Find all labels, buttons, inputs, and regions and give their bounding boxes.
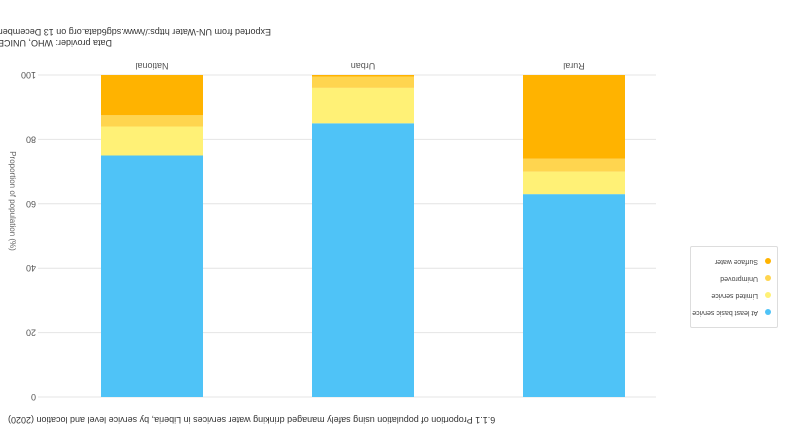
bar-segment	[523, 75, 625, 159]
legend-label: Limited service	[711, 292, 758, 299]
bar-segment	[523, 194, 625, 397]
data-provider: Data provider: WHO, UNICEF	[0, 38, 112, 48]
bar-segment	[101, 155, 203, 397]
y-tick-label: 0	[31, 392, 36, 402]
bar-segment	[101, 115, 203, 127]
category-label: Urban	[351, 61, 376, 71]
chart-legend: At least basic service Limited service Uni…	[690, 246, 778, 328]
legend-label: Unimproved	[720, 275, 758, 282]
y-tick-label: 100	[21, 70, 36, 80]
bar-segment	[312, 76, 414, 88]
legend-swatch	[765, 258, 771, 265]
legend-label: Surface water	[714, 258, 758, 265]
y-tick-label: 40	[26, 263, 36, 273]
y-tick-label: 80	[26, 134, 36, 144]
y-tick-label: 20	[26, 328, 36, 338]
bar-segment	[312, 75, 414, 77]
bar-segment	[101, 126, 203, 156]
legend-item[interactable]: Surface water	[697, 253, 771, 270]
bar-layer	[101, 75, 625, 397]
tick-layer: 0 20 40 60 80 100	[21, 70, 36, 402]
chart-title: 6.1.1 Proportion of population using saf…	[8, 415, 495, 425]
legend-swatch	[765, 275, 771, 282]
y-axis-label: Proportion of population (%)	[8, 151, 17, 251]
y-tick-label: 60	[26, 199, 36, 209]
bar-segment	[312, 87, 414, 124]
bar-segment	[312, 123, 414, 397]
bar-segment	[523, 158, 625, 172]
category-label: National	[135, 61, 168, 71]
category-layer: National Urban Rural	[135, 61, 584, 71]
category-label: Rural	[563, 61, 585, 71]
legend-label: At least basic service	[692, 309, 758, 316]
legend-item[interactable]: At least basic service	[692, 304, 771, 321]
legend-item[interactable]: Limited service	[697, 287, 771, 304]
legend-item[interactable]: Unimproved	[697, 270, 771, 287]
export-note: Exported from UN-Water https://www.sdg6d…	[0, 27, 271, 37]
legend-swatch	[765, 309, 771, 316]
legend-swatch	[765, 292, 771, 299]
bar-segment	[523, 171, 625, 195]
bar-segment	[101, 75, 203, 116]
